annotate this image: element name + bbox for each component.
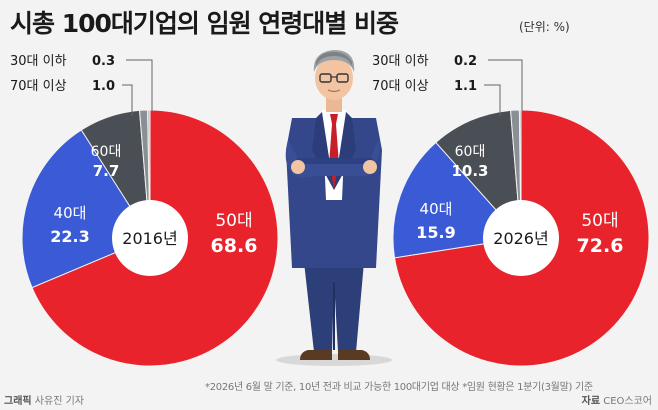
callout-label-70s-2016: 70대 이상: [10, 79, 67, 94]
slice-value-40s-2016: 22.3: [50, 227, 89, 246]
slice-label-50s-2016: 50대: [215, 211, 252, 231]
byline-name: 사유진 기자: [34, 396, 84, 407]
businessman-illustration: [276, 50, 392, 366]
callout-label-30s-2016: 30대 이하: [10, 54, 67, 69]
source-label: 자료: [581, 396, 601, 407]
slice-value-60s-2026: 10.3: [451, 162, 488, 180]
byline: 그래픽 사유진 기자: [4, 392, 84, 407]
callout-line-70s-2026: [484, 84, 501, 116]
callout-line-70s-2016: [122, 84, 133, 116]
slice-value-50s-2026: 72.6: [577, 235, 624, 257]
slice-value-40s-2026: 15.9: [416, 223, 455, 242]
pie-slice-60s-2026: [435, 109, 522, 240]
slice-label-40s-2026: 40대: [420, 200, 453, 218]
pie-center-label-2026: 2026년: [493, 229, 548, 248]
callout-value-70s-2016: 1.0: [92, 79, 115, 94]
chart-title: 시총 100대기업의 임원 연령대별 비중: [10, 9, 399, 38]
slice-label-60s-2026: 60대: [455, 144, 486, 160]
slice-value-50s-2016: 68.6: [211, 235, 258, 257]
byline-label: 그래픽: [4, 396, 32, 407]
callout-label-30s-2026: 30대 이하: [372, 54, 429, 69]
callout-value-30s-2016: 0.3: [92, 54, 115, 69]
footnote: *2026년 6월 말 기준, 10년 전과 비교 가능한 100대기업 대상 …: [205, 382, 593, 393]
slice-label-60s-2016: 60대: [91, 144, 122, 160]
pie-center-2026: [483, 200, 559, 276]
callout-value-70s-2026: 1.1: [454, 79, 477, 94]
slice-label-50s-2026: 50대: [581, 211, 618, 231]
pie-center-2016: [112, 200, 188, 276]
pie-center-label-2016: 2016년: [122, 229, 177, 248]
callout-label-70s-2026: 70대 이상: [372, 79, 429, 94]
pie-chart-2026: [392, 109, 650, 367]
source-credit: 자료 CEO스코어: [582, 392, 652, 407]
slice-value-60s-2016: 7.7: [93, 162, 120, 180]
source-name: CEO스코어: [603, 396, 652, 407]
callout-value-30s-2026: 0.2: [454, 54, 477, 69]
callout-line-30s-2026: [488, 59, 523, 112]
unit-label: (단위: %): [519, 20, 570, 34]
callout-line-30s-2016: [126, 59, 153, 112]
slice-label-40s-2016: 40대: [54, 204, 87, 222]
